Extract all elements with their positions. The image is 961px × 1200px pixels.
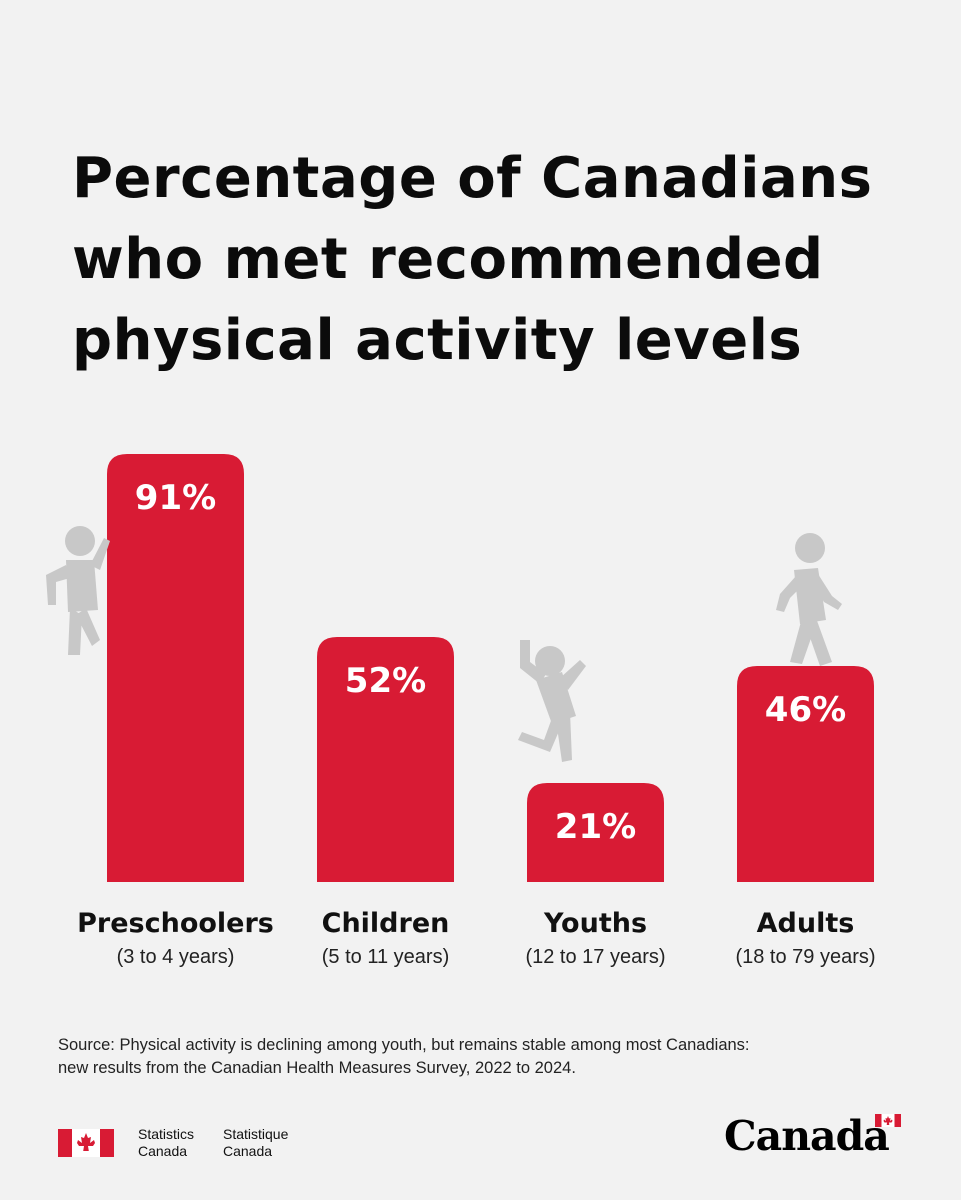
page-title: Percentage of Canadians who met recommen… bbox=[72, 138, 922, 381]
category-label: Youths bbox=[543, 908, 647, 939]
bar-adults bbox=[737, 666, 874, 882]
jumping-person-icon bbox=[518, 640, 586, 762]
source-note: Source: Physical activity is declining a… bbox=[58, 1036, 750, 1077]
category-age-range: (18 to 79 years) bbox=[735, 946, 875, 968]
category-label: Preschoolers bbox=[77, 908, 274, 939]
canada-wordmark-text: Canada bbox=[724, 1112, 890, 1160]
bar-children bbox=[317, 637, 454, 882]
bar-value-label: 46% bbox=[765, 690, 846, 730]
canada-flag-icon bbox=[58, 1129, 114, 1157]
title-line-3: physical activity levels bbox=[72, 308, 803, 373]
signature-english-line-2: Canada bbox=[138, 1143, 188, 1159]
category-age-range: (12 to 17 years) bbox=[525, 946, 665, 968]
signature-french-line-1: Statistique bbox=[223, 1126, 289, 1142]
canada-wordmark: Canada bbox=[724, 1108, 914, 1164]
climbing-person-icon bbox=[46, 526, 110, 655]
title-line-2: who met recommended bbox=[72, 227, 824, 292]
signature-french: Statistique Canada bbox=[223, 1126, 288, 1160]
bar-value-label: 91% bbox=[135, 478, 216, 518]
signature-english: Statistics Canada bbox=[138, 1126, 194, 1160]
category-age-range: (5 to 11 years) bbox=[322, 946, 449, 968]
bar-value-label: 52% bbox=[345, 661, 426, 701]
wordmark-flag-icon bbox=[875, 1114, 901, 1127]
signature-english-line-1: Statistics bbox=[138, 1126, 195, 1142]
title-line-1: Percentage of Canadians bbox=[72, 146, 873, 211]
walking-person-icon bbox=[776, 533, 842, 666]
bar-value-label: 21% bbox=[555, 807, 636, 847]
bar-youths bbox=[527, 783, 664, 882]
signature-french-line-2: Canada bbox=[223, 1143, 273, 1159]
category-label: Adults bbox=[757, 908, 855, 939]
category-age-range: (3 to 4 years) bbox=[117, 946, 235, 968]
bar-preschoolers bbox=[107, 454, 244, 882]
category-label: Children bbox=[322, 908, 450, 939]
bar-chart: 91% Preschoolers (3 to 4 years) 52% Children… bbox=[46, 454, 876, 968]
